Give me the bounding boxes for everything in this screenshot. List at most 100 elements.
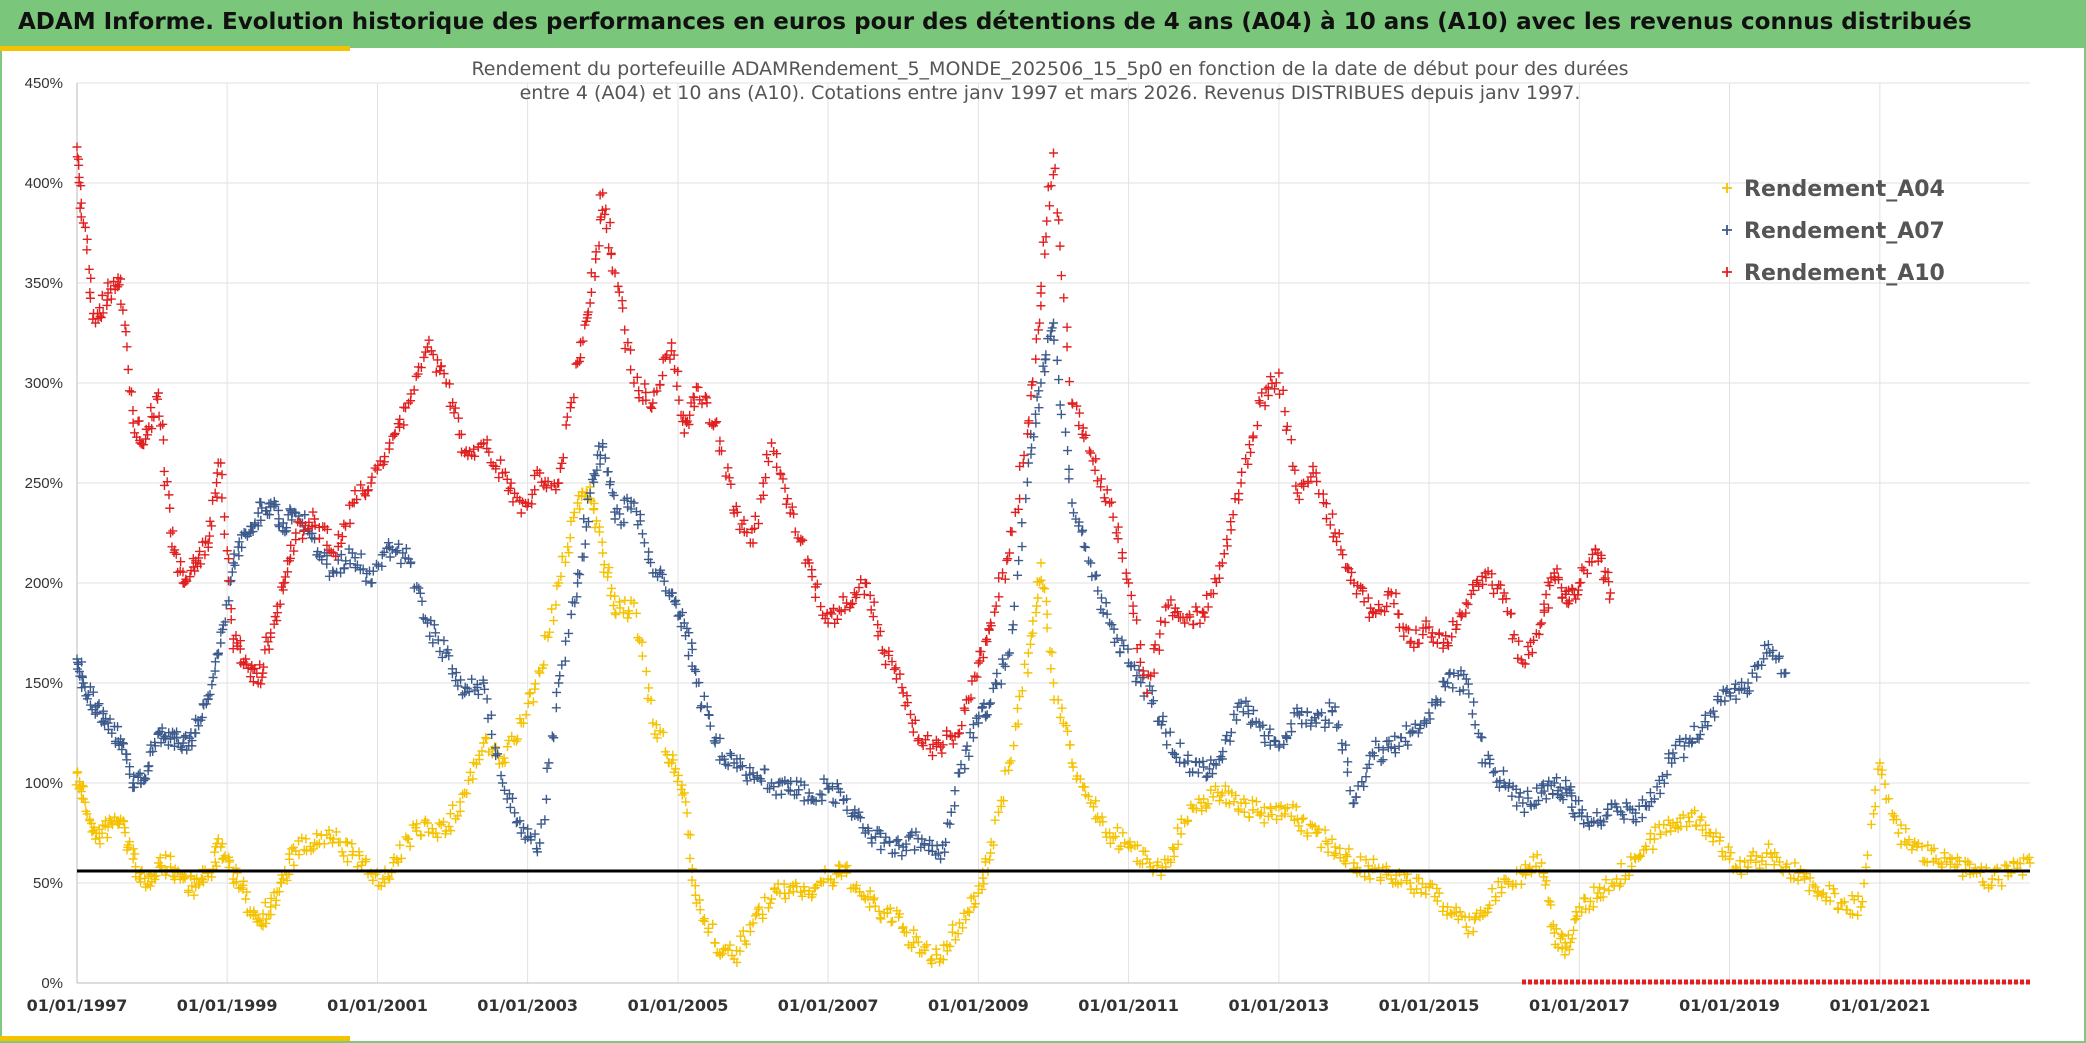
data-point-marker xyxy=(1110,831,1120,841)
data-point-marker xyxy=(1621,798,1631,808)
data-point-marker xyxy=(1825,896,1835,906)
data-point-marker xyxy=(447,664,457,674)
data-point-marker xyxy=(827,609,837,619)
data-point-marker xyxy=(1050,163,1060,173)
data-point-marker xyxy=(717,446,727,456)
data-point xyxy=(1161,728,1171,738)
data-point-marker xyxy=(272,616,282,626)
data-point-marker xyxy=(1539,786,1549,796)
data-point-marker xyxy=(1072,401,1082,411)
data-point-marker xyxy=(368,875,378,885)
data-point-marker xyxy=(1922,857,1932,867)
data-point-marker xyxy=(147,424,157,434)
data-point-marker xyxy=(1267,810,1277,820)
data-point-marker xyxy=(1687,737,1697,747)
data-point-marker xyxy=(496,771,506,781)
data-point-marker xyxy=(792,790,802,800)
data-point xyxy=(1036,558,1046,568)
data-point-marker xyxy=(361,491,371,501)
data-point-marker xyxy=(1280,407,1290,417)
data-point-marker xyxy=(310,520,320,530)
data-point-marker xyxy=(1380,607,1390,617)
data-point-marker xyxy=(322,559,332,569)
data-point-marker xyxy=(718,944,728,954)
data-point-marker xyxy=(1048,170,1058,180)
data-point-marker xyxy=(149,412,159,422)
data-point-marker xyxy=(144,761,154,771)
data-point-marker xyxy=(1351,792,1361,802)
data-point-marker xyxy=(1558,931,1568,941)
data-point-marker xyxy=(641,666,651,676)
data-point-marker xyxy=(897,851,907,861)
data-point-marker xyxy=(1775,857,1785,867)
data-point-marker xyxy=(590,471,600,481)
data-point-marker xyxy=(652,733,662,743)
data-point-marker xyxy=(1222,534,1232,544)
data-point-marker xyxy=(1447,632,1457,642)
data-point-marker xyxy=(230,560,240,570)
data-point-marker xyxy=(347,839,357,849)
data-point-marker xyxy=(978,873,988,883)
data-point xyxy=(2025,858,2035,868)
data-point-marker xyxy=(737,761,747,771)
data-point-marker xyxy=(426,346,436,356)
data-point-marker xyxy=(416,363,426,373)
data-point xyxy=(404,834,414,844)
data-point xyxy=(986,698,996,708)
data-point-marker xyxy=(822,778,832,788)
data-point-marker xyxy=(856,575,866,585)
data-point-marker xyxy=(599,567,609,577)
data-point-marker xyxy=(1763,640,1773,650)
data-point-marker xyxy=(1052,208,1062,218)
data-point-marker xyxy=(1567,584,1577,593)
data-point-marker xyxy=(1599,575,1608,585)
data-point-marker xyxy=(264,510,274,520)
data-point xyxy=(535,668,545,678)
data-point-marker xyxy=(415,588,425,598)
chart-title-line1: Rendement du portefeuille ADAMRendement_… xyxy=(471,58,1628,80)
data-point-marker xyxy=(1003,650,1013,660)
data-point-marker xyxy=(1158,716,1168,726)
data-point-marker xyxy=(1470,720,1480,730)
data-point-marker xyxy=(684,419,694,429)
data-point-marker xyxy=(960,764,970,774)
data-point-marker xyxy=(618,303,628,313)
data-point-marker xyxy=(561,636,571,646)
data-point-marker xyxy=(1334,529,1344,539)
data-point-marker xyxy=(1165,727,1175,737)
data-point-marker xyxy=(1848,909,1857,919)
data-point-marker xyxy=(103,278,113,288)
data-point-marker xyxy=(1320,825,1330,835)
data-point-marker xyxy=(1603,567,1613,577)
data-point xyxy=(1443,678,1453,688)
data-point-marker xyxy=(741,939,751,949)
data-point-marker xyxy=(1539,599,1549,609)
data-point-marker xyxy=(97,290,107,300)
data-point-marker xyxy=(159,466,169,476)
data-point-marker xyxy=(237,542,247,552)
data-point-marker xyxy=(619,518,629,528)
data-point-marker xyxy=(1028,377,1038,387)
data-point-marker xyxy=(97,828,107,838)
data-point-marker xyxy=(1006,756,1016,766)
data-point-marker xyxy=(1553,942,1563,952)
data-point-marker xyxy=(1637,813,1647,823)
data-point-marker xyxy=(1036,281,1046,291)
data-point-marker xyxy=(224,554,234,564)
data-point-marker xyxy=(143,766,153,776)
data-point-marker xyxy=(597,537,607,547)
data-point-marker xyxy=(1210,781,1220,791)
data-point-marker xyxy=(1335,843,1345,853)
data-point-marker xyxy=(1237,467,1247,477)
data-point-marker xyxy=(997,654,1007,664)
data-point-marker xyxy=(849,588,859,598)
data-point-marker xyxy=(1997,881,2007,891)
data-point-marker xyxy=(644,683,654,693)
data-point-marker xyxy=(1585,896,1595,906)
data-point-marker xyxy=(920,735,930,745)
data-point-marker xyxy=(723,761,733,771)
x-tick-label: 01/01/2019 xyxy=(1679,996,1780,1015)
data-point-marker xyxy=(276,878,286,888)
data-point-marker xyxy=(689,392,699,402)
data-point-marker xyxy=(435,646,445,656)
